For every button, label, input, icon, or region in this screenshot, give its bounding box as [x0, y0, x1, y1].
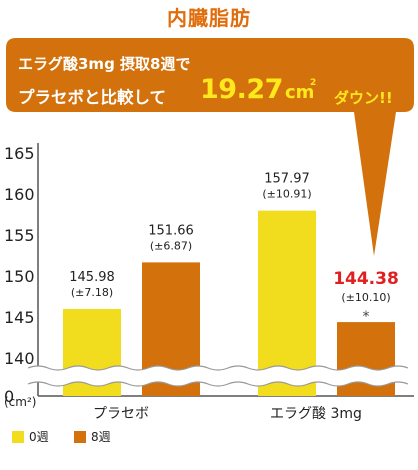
legend-label-week0: 0週 — [29, 430, 49, 444]
axis-break-line — [27, 381, 409, 387]
data-label: 151.66 — [148, 223, 194, 238]
callout-tail-text: ダウン!! — [334, 89, 393, 107]
legend-swatch-week8 — [74, 430, 86, 443]
significance-mark: * — [363, 309, 370, 325]
data-label: 157.97 — [264, 172, 310, 187]
callout-unit: cm — [285, 82, 315, 103]
legend-item-week0: 0週 — [12, 428, 49, 445]
y-tick-label: 165 — [4, 144, 35, 163]
x-category-label: エラグ酸 3mg — [270, 406, 362, 422]
sd-label: (±6.87) — [150, 239, 192, 252]
y-tick-label: 160 — [4, 185, 35, 204]
callout-shape — [6, 38, 414, 256]
legend-label-week8: 8週 — [91, 430, 111, 444]
axis-break-line — [27, 365, 409, 371]
legend-item-week8: 8週 — [74, 428, 111, 445]
y-tick-label: 155 — [4, 226, 35, 245]
y-tick-label: 150 — [4, 267, 35, 286]
callout-line2: プラセボと比較して — [18, 88, 167, 107]
bar-week0 — [258, 210, 316, 396]
y-tick-label: 145 — [4, 308, 35, 327]
sd-label: (±7.18) — [71, 286, 113, 299]
sd-label: (±10.91) — [262, 188, 311, 201]
callout-highlight-value: 19.27 — [200, 74, 283, 105]
data-label: 144.38 — [333, 269, 399, 289]
chart-title: 内臓脂肪 — [167, 6, 251, 30]
callout-unit-superscript: 2 — [310, 78, 317, 88]
x-category-label: プラセボ — [93, 406, 149, 422]
data-label: 145.98 — [69, 270, 115, 285]
legend-swatch-week0 — [12, 430, 24, 443]
sd-label: (±10.10) — [341, 291, 390, 304]
callout-line1: エラグ酸3mg 摂取8週で — [18, 55, 191, 73]
axis-break-band — [28, 366, 408, 386]
y-axis-unit-label: (cm²) — [4, 395, 36, 409]
y-tick-label-zero: 0 — [4, 387, 14, 406]
y-tick-label: 140 — [4, 349, 35, 368]
